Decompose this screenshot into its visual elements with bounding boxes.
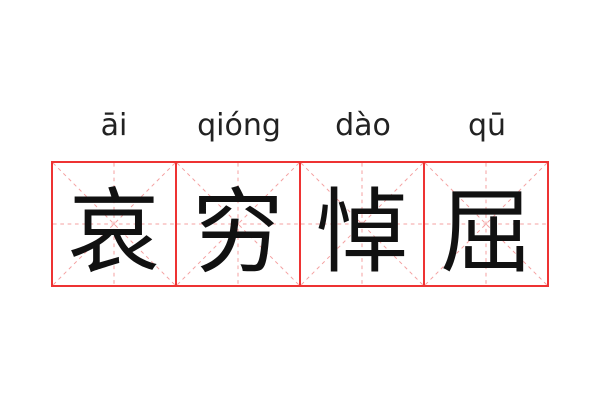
character: 哀: [67, 178, 160, 286]
pinyin-3: dào: [335, 108, 391, 143]
guide-lines: [53, 163, 175, 285]
character: 悼: [315, 178, 408, 286]
pinyin-2: qióng: [197, 108, 281, 143]
character-grid: 哀 穷 悼 屈: [51, 161, 549, 287]
char-cell: 穷: [177, 163, 301, 286]
pinyin-4: qū: [467, 108, 507, 143]
guide-lines: [425, 163, 547, 285]
character: 屈: [439, 178, 532, 286]
character: 穷: [191, 178, 284, 286]
char-cell: 哀: [53, 163, 177, 286]
char-cell: 屈: [425, 163, 547, 286]
pinyin-1: āi: [100, 108, 128, 143]
guide-lines: [301, 163, 423, 285]
char-cell: 悼: [301, 163, 425, 286]
guide-lines: [177, 163, 299, 285]
